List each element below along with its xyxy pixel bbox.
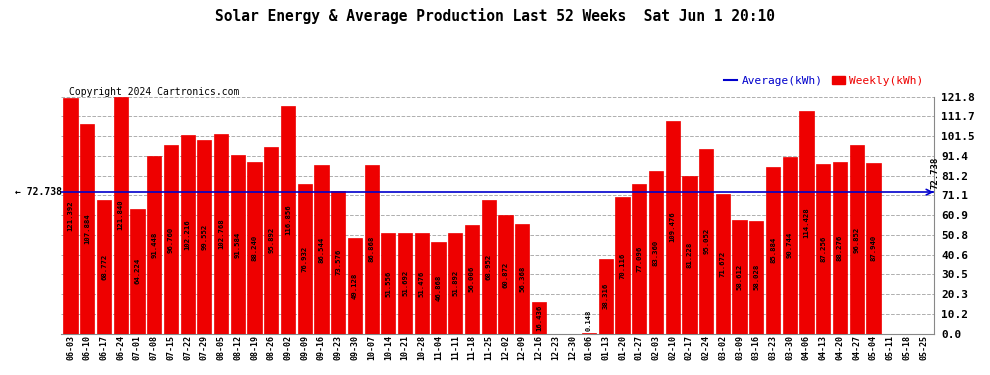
Bar — [532, 302, 546, 334]
Bar — [197, 140, 212, 334]
Text: 0.148: 0.148 — [586, 310, 592, 332]
Text: 81.228: 81.228 — [686, 242, 692, 268]
Text: 73.576: 73.576 — [336, 249, 342, 275]
Bar — [833, 162, 847, 334]
Bar — [80, 124, 94, 334]
Legend: Average(kWh), Weekly(kWh): Average(kWh), Weekly(kWh) — [720, 72, 928, 90]
Bar — [63, 98, 77, 334]
Bar — [398, 233, 412, 334]
Bar — [866, 163, 880, 334]
Text: 58.028: 58.028 — [753, 264, 759, 290]
Text: 38.316: 38.316 — [603, 283, 609, 309]
Bar — [599, 259, 613, 334]
Text: 114.428: 114.428 — [804, 207, 810, 238]
Bar — [214, 134, 229, 334]
Text: 86.544: 86.544 — [319, 236, 325, 262]
Bar — [733, 220, 746, 334]
Bar — [381, 233, 395, 334]
Text: 87.940: 87.940 — [870, 235, 876, 261]
Text: 51.556: 51.556 — [385, 270, 391, 297]
Bar — [131, 209, 145, 334]
Bar — [298, 184, 312, 334]
Text: 95.052: 95.052 — [703, 228, 709, 254]
Text: 95.892: 95.892 — [268, 227, 274, 254]
Text: 83.360: 83.360 — [653, 239, 659, 266]
Text: 91.584: 91.584 — [235, 231, 241, 258]
Text: 88.240: 88.240 — [251, 235, 257, 261]
Bar — [783, 157, 797, 334]
Text: 51.692: 51.692 — [402, 270, 408, 297]
Bar — [616, 197, 630, 334]
Bar — [481, 200, 496, 334]
Text: 51.476: 51.476 — [419, 270, 425, 297]
Text: 87.256: 87.256 — [821, 236, 827, 262]
Bar — [97, 200, 111, 334]
Bar — [816, 164, 831, 334]
Text: 85.884: 85.884 — [770, 237, 776, 263]
Text: 102.768: 102.768 — [218, 218, 224, 249]
Bar — [749, 221, 763, 334]
Bar — [148, 156, 161, 334]
Bar — [633, 184, 646, 334]
Bar — [432, 243, 446, 334]
Text: 16.436: 16.436 — [536, 304, 542, 331]
Bar — [264, 147, 278, 334]
Bar — [498, 215, 513, 334]
Text: 96.760: 96.760 — [168, 226, 174, 253]
Text: 99.552: 99.552 — [201, 224, 207, 250]
Text: 72.738: 72.738 — [931, 157, 940, 189]
Bar — [347, 238, 362, 334]
Bar — [799, 111, 814, 334]
Text: 51.892: 51.892 — [452, 270, 458, 296]
Bar — [114, 97, 128, 334]
Text: 91.448: 91.448 — [151, 231, 157, 258]
Text: 121.392: 121.392 — [67, 200, 73, 231]
Bar — [331, 190, 346, 334]
Text: 102.216: 102.216 — [185, 219, 191, 249]
Text: 96.852: 96.852 — [853, 226, 859, 252]
Text: 76.932: 76.932 — [302, 246, 308, 272]
Bar — [515, 224, 530, 334]
Bar — [180, 135, 195, 334]
Bar — [699, 149, 713, 334]
Bar — [465, 225, 479, 334]
Bar — [716, 194, 730, 334]
Text: 88.276: 88.276 — [837, 235, 842, 261]
Bar — [648, 171, 663, 334]
Bar — [163, 146, 178, 334]
Text: Copyright 2024 Cartronics.com: Copyright 2024 Cartronics.com — [69, 87, 240, 97]
Bar — [364, 165, 379, 334]
Text: 77.096: 77.096 — [637, 246, 643, 272]
Text: 107.884: 107.884 — [84, 213, 90, 244]
Text: ← 72.738: ← 72.738 — [15, 187, 62, 197]
Bar — [665, 121, 680, 334]
Bar — [231, 156, 245, 334]
Text: 56.006: 56.006 — [469, 266, 475, 292]
Text: 70.116: 70.116 — [620, 252, 626, 279]
Text: 64.224: 64.224 — [135, 258, 141, 284]
Text: 60.872: 60.872 — [503, 261, 509, 288]
Bar — [281, 106, 295, 334]
Text: 58.612: 58.612 — [737, 264, 742, 290]
Bar — [849, 145, 864, 334]
Text: 71.672: 71.672 — [720, 251, 726, 277]
Bar — [766, 166, 780, 334]
Text: 121.840: 121.840 — [118, 200, 124, 231]
Bar — [248, 162, 261, 334]
Text: 68.772: 68.772 — [101, 254, 107, 280]
Text: 68.952: 68.952 — [486, 254, 492, 280]
Text: 90.744: 90.744 — [787, 232, 793, 258]
Text: Solar Energy & Average Production Last 52 Weeks  Sat Jun 1 20:10: Solar Energy & Average Production Last 5… — [215, 8, 775, 24]
Text: 116.856: 116.856 — [285, 205, 291, 235]
Text: 49.128: 49.128 — [351, 273, 358, 299]
Text: 109.476: 109.476 — [669, 212, 676, 243]
Bar — [682, 176, 697, 334]
Bar — [448, 233, 462, 334]
Text: 86.868: 86.868 — [368, 236, 374, 262]
Bar — [315, 165, 329, 334]
Bar — [415, 234, 429, 334]
Text: 46.868: 46.868 — [436, 275, 442, 301]
Text: 56.368: 56.368 — [519, 266, 525, 292]
